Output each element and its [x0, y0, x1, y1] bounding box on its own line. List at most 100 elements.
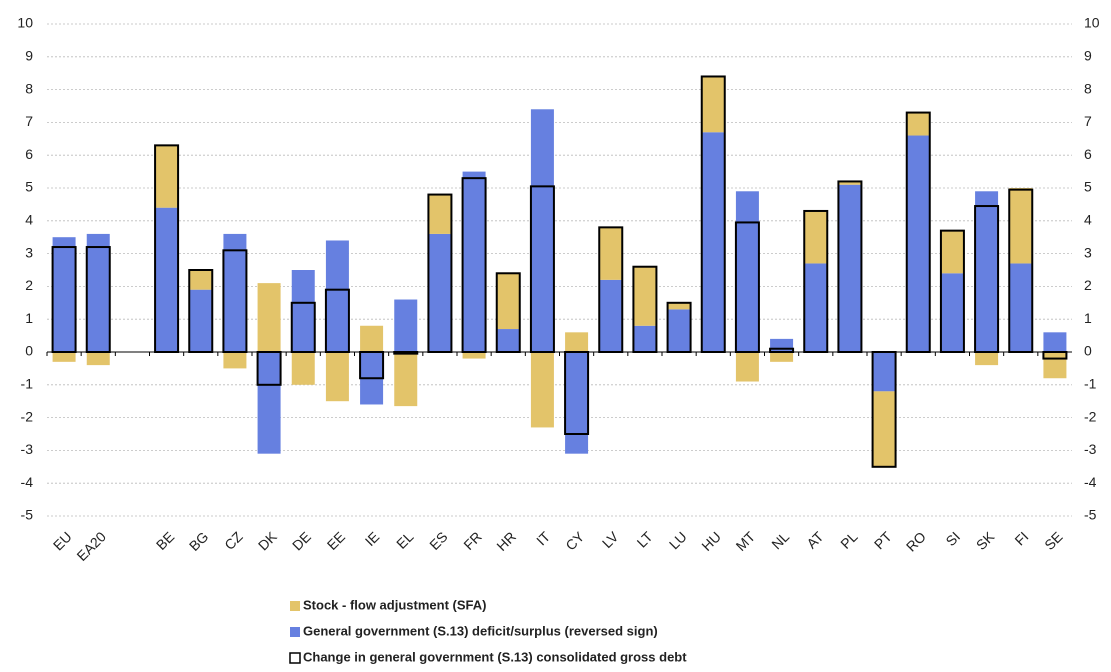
- y2-tick-label: -3: [1084, 441, 1097, 457]
- x-tick-label: BG: [186, 528, 212, 554]
- y2-tick-label: 6: [1084, 146, 1092, 162]
- legend-label: Stock - flow adjustment (SFA): [303, 597, 486, 612]
- y-tick-label: 5: [25, 179, 33, 195]
- bar-segment: [804, 210, 828, 264]
- bar-segment: [975, 191, 999, 352]
- bar-segment: [838, 184, 862, 352]
- bar-segment: [633, 266, 657, 326]
- bar-segment: [735, 191, 759, 352]
- bar-segment: [872, 352, 896, 392]
- bar-segment: [530, 352, 554, 428]
- y2-tick-label: 2: [1084, 277, 1092, 293]
- x-tick-label: AT: [803, 528, 827, 552]
- x-tick-label: LV: [599, 528, 622, 551]
- bar-segment: [1009, 263, 1033, 352]
- bar-segment: [155, 207, 179, 352]
- bar-segment: [1009, 188, 1033, 264]
- y2-tick-label: 4: [1084, 212, 1092, 228]
- y-tick-label: -3: [21, 441, 34, 457]
- bar-segment: [565, 332, 589, 352]
- bar-segment: [906, 112, 930, 136]
- x-tick-label: CY: [562, 528, 588, 554]
- x-tick-label: NL: [768, 528, 792, 552]
- x-tick-label: SE: [1041, 528, 1066, 553]
- y-tick-label: -2: [21, 408, 34, 424]
- y-tick-label: 4: [25, 212, 33, 228]
- x-tick-label: RO: [903, 528, 929, 554]
- bar-segment: [360, 325, 384, 352]
- y-tick-label: -4: [21, 474, 34, 490]
- y2-tick-label: 3: [1084, 244, 1092, 260]
- bar-segment: [735, 352, 759, 382]
- bar-segment: [52, 352, 76, 362]
- y-tick-label: 8: [25, 80, 33, 96]
- legend-swatch: [290, 627, 300, 637]
- x-tick-label: MT: [733, 528, 759, 554]
- y-tick-label: 6: [25, 146, 33, 162]
- y2-tick-label: -1: [1084, 376, 1097, 392]
- y2-tick-label: -2: [1084, 408, 1097, 424]
- x-tick-label: BE: [153, 528, 178, 553]
- bar-segment: [633, 325, 657, 352]
- bar-segment: [428, 194, 452, 234]
- legend-label: Change in general government (S.13) cons…: [303, 649, 687, 664]
- y2-tick-label: -5: [1084, 507, 1097, 523]
- bar-segment: [667, 309, 691, 352]
- x-tick-label: HU: [698, 528, 724, 554]
- bar-segment: [325, 352, 349, 402]
- bar-segment: [189, 270, 213, 290]
- y2-tick-label: 1: [1084, 310, 1092, 326]
- y-tick-label: 2: [25, 277, 33, 293]
- x-tick-label: IT: [533, 528, 553, 548]
- bar-segment: [599, 227, 623, 280]
- bar-segment: [940, 230, 964, 274]
- y-tick-label: 0: [25, 343, 33, 359]
- x-tick-label: SI: [942, 528, 963, 549]
- x-tick-label: EE: [324, 528, 349, 553]
- bar-segment: [155, 145, 179, 208]
- y-tick-label: -5: [21, 507, 34, 523]
- x-tick-label: EL: [393, 528, 417, 552]
- bar-segment: [189, 289, 213, 352]
- bar-segment: [496, 329, 520, 352]
- bar-segment: [86, 233, 110, 352]
- bar-segment: [701, 132, 725, 352]
- bar-segment: [872, 391, 896, 467]
- legend-swatch: [289, 652, 301, 664]
- y-tick-label: 1: [25, 310, 33, 326]
- bar-segment: [770, 338, 794, 352]
- bar-segment: [1043, 352, 1067, 379]
- bar-segment: [804, 263, 828, 352]
- bar-segment: [291, 270, 315, 352]
- bar-segment: [223, 233, 247, 352]
- x-tick-label: HR: [493, 528, 519, 554]
- bar-segment: [394, 299, 418, 352]
- bar-segment: [428, 233, 452, 352]
- y2-tick-label: 9: [1084, 48, 1092, 64]
- bar-segment: [940, 273, 964, 352]
- x-tick-label: PT: [871, 528, 895, 552]
- bar-segment: [325, 240, 349, 352]
- y2-tick-label: 7: [1084, 113, 1092, 129]
- y2-tick-label: 5: [1084, 179, 1092, 195]
- bar-segment: [496, 273, 520, 330]
- bar-segment: [52, 237, 76, 352]
- bar-segment: [257, 283, 281, 352]
- bar-segment: [530, 109, 554, 352]
- bar-segment: [462, 171, 486, 352]
- bar-segment: [462, 352, 486, 359]
- y-tick-label: 10: [17, 15, 33, 31]
- y2-tick-label: 8: [1084, 80, 1092, 96]
- y2-tick-label: -4: [1084, 474, 1097, 490]
- bar-segment: [838, 181, 862, 185]
- x-tick-label: CZ: [221, 528, 246, 553]
- x-tick-label: LT: [634, 528, 656, 550]
- x-tick-label: DK: [255, 528, 281, 554]
- y-tick-label: 9: [25, 48, 33, 64]
- bar-segment: [906, 135, 930, 352]
- x-tick-label: FR: [460, 528, 485, 553]
- x-tick-label: PL: [837, 528, 861, 552]
- bar-segment: [975, 352, 999, 366]
